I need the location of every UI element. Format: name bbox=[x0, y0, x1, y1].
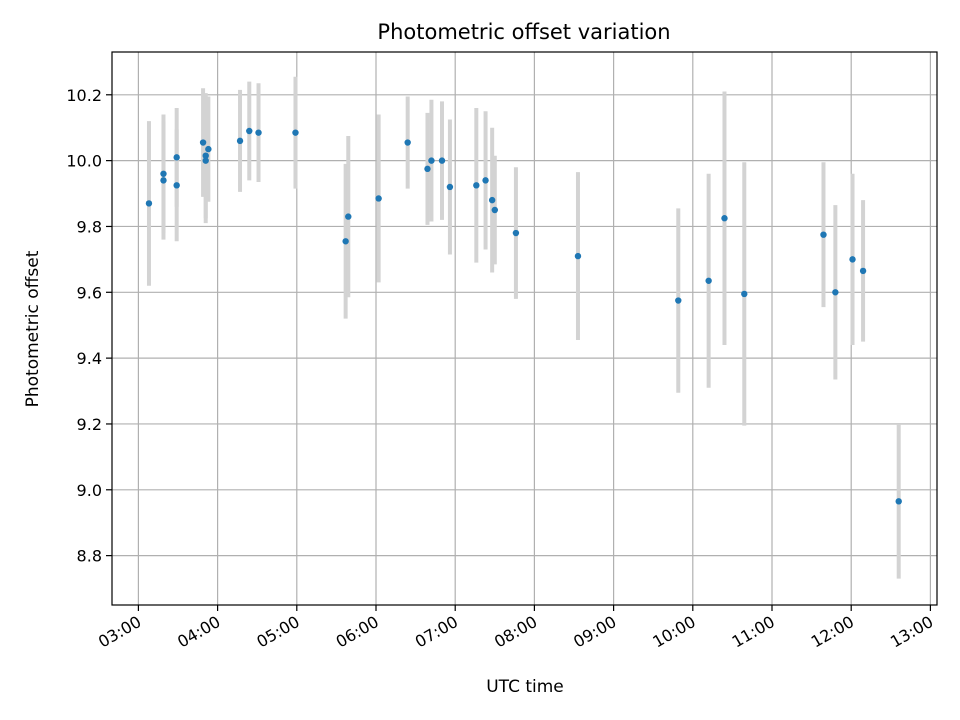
data-point bbox=[859, 267, 867, 275]
data-point bbox=[292, 129, 299, 136]
data-point bbox=[895, 498, 902, 505]
data-point bbox=[849, 256, 856, 263]
data-point bbox=[741, 290, 748, 298]
data-point bbox=[820, 231, 827, 238]
data-point bbox=[199, 139, 207, 146]
data-point bbox=[438, 157, 446, 164]
x-tick-label: 03:00 bbox=[95, 612, 144, 652]
data-point bbox=[236, 137, 244, 145]
data-point bbox=[345, 213, 352, 220]
y-tick-label: 9.2 bbox=[77, 415, 102, 434]
data-point bbox=[482, 177, 489, 184]
grid bbox=[112, 52, 937, 605]
x-tick-label: 06:00 bbox=[333, 612, 382, 652]
x-tick-label: 09:00 bbox=[570, 612, 619, 652]
x-tick-label: 07:00 bbox=[412, 612, 461, 652]
y-axis-label: Photometric offset bbox=[23, 250, 43, 407]
plot-frame bbox=[111, 51, 938, 606]
x-axis-label: UTC time bbox=[486, 677, 564, 697]
data-point bbox=[160, 170, 167, 177]
data-point bbox=[488, 196, 496, 204]
data-point bbox=[705, 277, 712, 284]
data-point bbox=[202, 157, 209, 164]
y-tick-label: 10.2 bbox=[66, 86, 102, 105]
data-points bbox=[145, 127, 902, 505]
y-tick-label: 9.4 bbox=[77, 349, 102, 368]
data-point bbox=[375, 195, 382, 202]
data-point bbox=[246, 127, 253, 135]
data-point bbox=[202, 152, 209, 159]
y-tick-label: 9.8 bbox=[77, 217, 102, 236]
data-point bbox=[424, 165, 431, 173]
x-tick-label: 08:00 bbox=[491, 612, 540, 652]
data-point bbox=[446, 183, 454, 191]
data-point bbox=[574, 252, 582, 260]
data-point bbox=[255, 129, 262, 136]
x-tick-label: 05:00 bbox=[253, 612, 302, 652]
data-point bbox=[173, 182, 180, 189]
data-point bbox=[675, 297, 682, 304]
data-point bbox=[721, 215, 728, 222]
y-tick-label: 10.0 bbox=[66, 152, 102, 171]
data-point bbox=[832, 289, 839, 296]
data-point bbox=[342, 238, 349, 245]
data-point bbox=[428, 157, 435, 164]
error-bars bbox=[146, 76, 901, 579]
data-point bbox=[473, 182, 480, 189]
x-tick-label: 10:00 bbox=[649, 612, 698, 652]
data-point bbox=[145, 200, 153, 207]
data-point bbox=[512, 229, 520, 237]
y-tick-label: 9.6 bbox=[77, 283, 102, 302]
data-point bbox=[205, 145, 212, 153]
axes: 03:00 04:00 05:00 06:00 07:00 08:00 09:00 10:00… bbox=[66, 86, 936, 652]
data-point bbox=[491, 206, 498, 214]
data-point bbox=[160, 177, 167, 184]
data-point bbox=[173, 154, 180, 161]
x-tick-label: 12:00 bbox=[808, 612, 857, 652]
data-point bbox=[404, 139, 411, 146]
x-tick-label: 04:00 bbox=[174, 612, 223, 652]
y-tick-label: 9.0 bbox=[77, 481, 102, 500]
y-tick-label: 8.8 bbox=[77, 547, 102, 566]
chart-title: Photometric offset variation bbox=[377, 20, 670, 44]
x-tick-label: 13:00 bbox=[887, 612, 936, 652]
x-tick-label: 11:00 bbox=[729, 612, 778, 652]
